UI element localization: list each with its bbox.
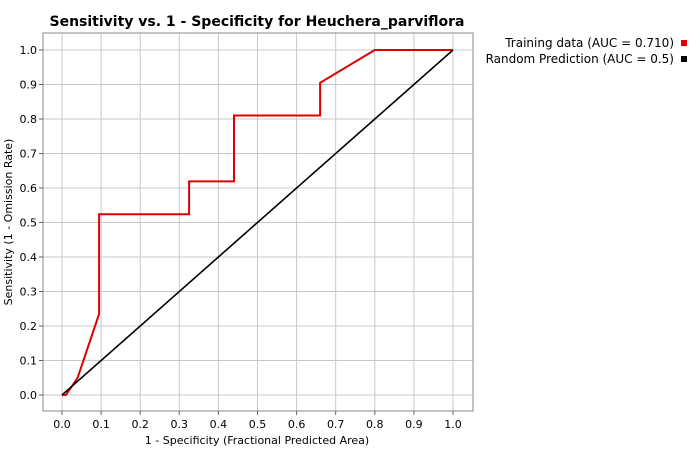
legend-label: Training data (AUC = 0.710) (504, 36, 674, 50)
random-prediction-line (61, 49, 454, 396)
legend: Training data (AUC = 0.710) Random Predic… (486, 36, 687, 66)
y-tick-label: 0.6 (20, 182, 38, 195)
y-tick-label: 0.8 (20, 113, 38, 126)
series-lines (61, 49, 454, 396)
training-data-line (62, 49, 453, 396)
x-tick-label: 0.3 (171, 418, 189, 431)
x-tick-label: 0.0 (53, 418, 71, 431)
y-tick-label: 0.9 (20, 79, 38, 92)
x-tick-label: 0.1 (92, 418, 110, 431)
y-tick-label: 0.7 (20, 148, 38, 161)
legend-swatch (681, 56, 687, 62)
y-tick-label: 0.3 (20, 286, 38, 299)
y-tick-label: 1.0 (20, 44, 38, 57)
x-axis-label: 1 - Specificity (Fractional Predicted Ar… (145, 434, 369, 447)
y-tick-label: 0.5 (20, 217, 38, 230)
x-tick-label: 0.2 (131, 418, 149, 431)
x-tick-label: 0.9 (405, 418, 423, 431)
legend-swatch (681, 40, 687, 46)
y-tick-label: 0.1 (20, 355, 38, 368)
x-tick-label: 0.6 (288, 418, 306, 431)
x-tick-label: 0.5 (249, 418, 267, 431)
y-tick-label: 0.4 (20, 251, 38, 264)
chart-title: Sensitivity vs. 1 - Specificity for Heuc… (49, 14, 464, 30)
axis-ticks: 0.0 0.1 0.2 0.3 0.4 0.5 0.6 0.7 0.8 0.9 1.0 0.0 0.1 0… (20, 44, 462, 431)
legend-label: Random Prediction (AUC = 0.5) (486, 52, 674, 66)
y-axis-label: Sensitivity (1 - Omission Rate) (2, 139, 15, 306)
y-tick-label: 0.0 (20, 389, 38, 402)
x-tick-label: 1.0 (444, 418, 462, 431)
x-tick-label: 0.4 (210, 418, 228, 431)
x-tick-label: 0.7 (327, 418, 345, 431)
x-tick-label: 0.8 (366, 418, 384, 431)
y-tick-label: 0.2 (20, 320, 38, 333)
